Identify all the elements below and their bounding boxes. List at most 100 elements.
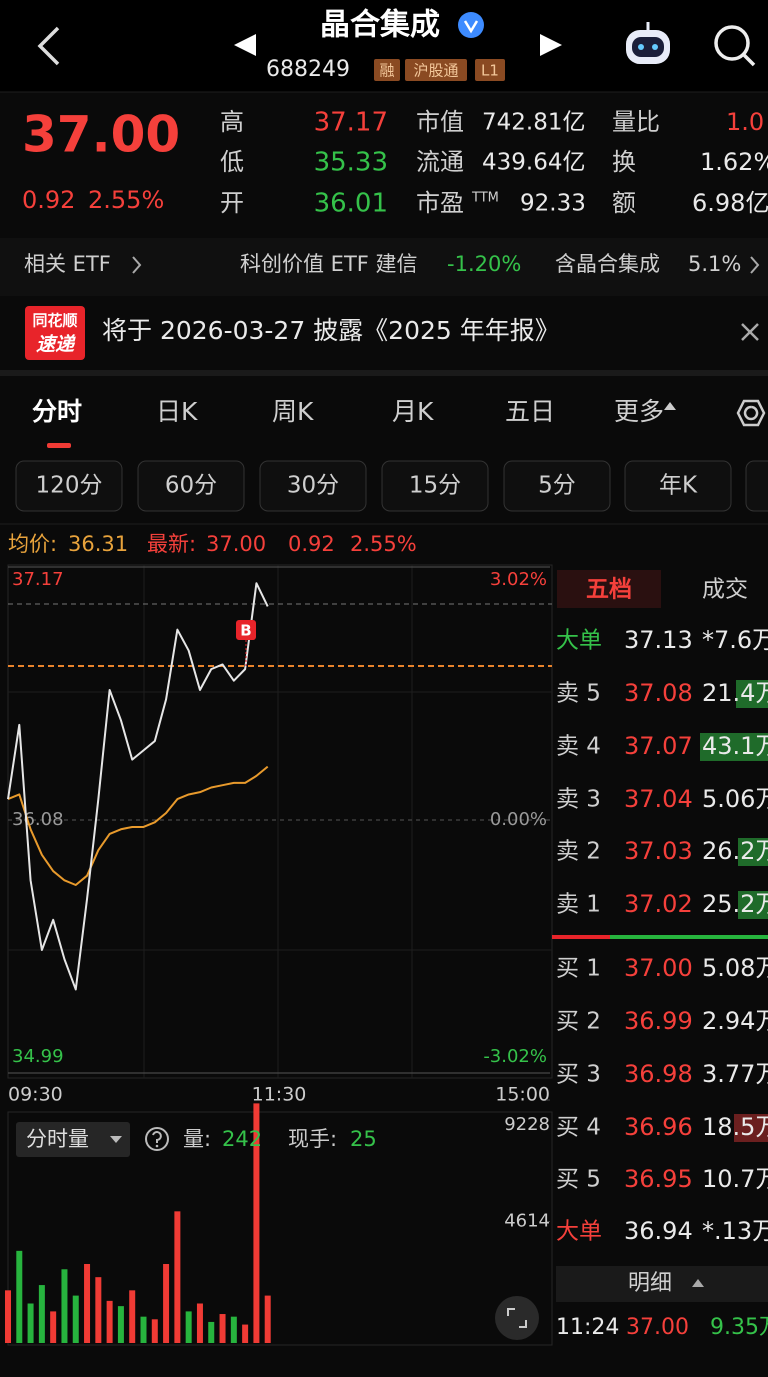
stat-value: 1.0 xyxy=(726,108,764,136)
help-icon[interactable] xyxy=(145,1127,169,1151)
period-button[interactable] xyxy=(381,460,489,512)
detail-time: 11:24 xyxy=(556,1315,619,1340)
book-price: 36.99 xyxy=(624,1007,693,1035)
book-label: 买 1 xyxy=(556,956,601,982)
stat-value: 439.64亿 xyxy=(482,150,585,176)
period-button[interactable] xyxy=(624,460,732,512)
x-tick-label: 11:30 xyxy=(252,1084,307,1106)
book-volume: 5.06万 xyxy=(702,785,768,813)
etf-holding-label: 含晶合集成 xyxy=(555,252,660,276)
prev-stock[interactable] xyxy=(234,34,256,56)
search-icon[interactable] xyxy=(714,25,756,67)
hand-value: 25 xyxy=(350,1127,377,1151)
book-label: 卖 2 xyxy=(556,839,601,865)
tab-underline xyxy=(47,443,71,448)
period-button[interactable] xyxy=(137,460,245,512)
book-label: 大单 xyxy=(556,628,602,654)
x-tick-label: 09:30 xyxy=(8,1084,63,1106)
price-line xyxy=(7,765,269,886)
stat-value: 36.01 xyxy=(314,189,388,219)
back-button[interactable] xyxy=(37,26,60,66)
book-price: 37.02 xyxy=(624,890,693,918)
notice-bg xyxy=(0,296,768,370)
book-volume: 25.2万 xyxy=(702,890,768,918)
info-change: 0.92 xyxy=(288,532,335,556)
volume-bar xyxy=(16,1250,23,1343)
stat-label: 额 xyxy=(612,189,636,217)
book-volume: 3.77万 xyxy=(702,1060,768,1088)
close-notice[interactable] xyxy=(741,323,759,341)
volume-bar xyxy=(61,1269,68,1343)
tab[interactable]: 日K xyxy=(156,397,198,426)
book-label: 卖 3 xyxy=(556,787,601,813)
tag-bg xyxy=(405,59,467,81)
book-label: 买 4 xyxy=(556,1115,601,1141)
tab[interactable]: 周K xyxy=(272,397,314,426)
book-sep-red xyxy=(552,935,610,939)
detail-bg xyxy=(556,1266,768,1302)
next-stock[interactable] xyxy=(540,34,562,56)
volume-tick-label: 4614 xyxy=(504,1211,550,1232)
volume-bar xyxy=(106,1300,113,1343)
avg-value: 36.31 xyxy=(68,532,128,556)
volume-bar xyxy=(264,1295,271,1343)
book-label: 卖 4 xyxy=(556,734,601,760)
volume-label: 量: xyxy=(183,1127,211,1151)
book-sep-green xyxy=(610,935,768,939)
detail-volume: 9.35万 xyxy=(710,1315,768,1340)
detail-price: 37.00 xyxy=(626,1315,689,1340)
volume-highlight xyxy=(700,733,768,761)
stat-label: 量比 xyxy=(612,108,660,136)
fullscreen-button[interactable] xyxy=(495,1296,539,1340)
y-tick-label: 34.99 xyxy=(12,1046,64,1067)
stock-name: 晶合集成 xyxy=(320,8,440,43)
y-tick-label: 37.17 xyxy=(12,569,64,590)
volume-bar xyxy=(208,1321,215,1343)
marker-bg xyxy=(236,620,256,640)
stat-label: 开 xyxy=(220,189,244,217)
volume-bar xyxy=(219,1314,226,1343)
tag: L1 xyxy=(481,62,499,80)
book-price: 36.96 xyxy=(624,1113,693,1141)
book-price: 36.94 xyxy=(624,1217,693,1245)
stat-label: 市值 xyxy=(416,108,464,136)
period-label: 年K xyxy=(659,473,698,499)
tab[interactable]: 更多 xyxy=(614,397,664,426)
stat-value: 92.33 xyxy=(520,191,586,217)
book-price: 37.04 xyxy=(624,785,693,813)
period-button[interactable] xyxy=(745,460,768,512)
book-volume: 43.1万 xyxy=(702,732,768,760)
tab[interactable]: 分时 xyxy=(32,397,82,426)
stock-code: 688249 xyxy=(266,57,350,82)
period-label: 5分 xyxy=(538,473,576,499)
period-label: 120分 xyxy=(36,473,103,499)
volume-bar xyxy=(151,1319,158,1343)
book-price: 36.95 xyxy=(624,1165,693,1193)
stat-label: 高 xyxy=(220,108,244,136)
book-volume: *7.6万 xyxy=(702,626,768,654)
marker-label: B xyxy=(240,622,251,640)
volume-highlight xyxy=(738,891,768,919)
settings-icon[interactable] xyxy=(736,399,766,427)
volume-bar xyxy=(140,1316,147,1343)
robot-icon[interactable] xyxy=(626,22,670,64)
etf-label: 相关 ETF xyxy=(24,252,111,276)
chevron[interactable] xyxy=(750,256,760,274)
tab[interactable]: 五日 xyxy=(505,397,555,426)
stat-value: 742.81亿 xyxy=(482,110,585,136)
info-change-pct: 2.55% xyxy=(350,532,417,556)
period-button[interactable] xyxy=(15,460,123,512)
period-button[interactable] xyxy=(259,460,367,512)
volume-bar xyxy=(117,1306,124,1343)
tab[interactable]: 月K xyxy=(392,397,434,426)
book-label: 买 2 xyxy=(556,1009,601,1035)
volume-bar xyxy=(38,1285,45,1343)
book-price: 37.13 xyxy=(624,626,693,654)
volume-selector[interactable] xyxy=(16,1122,130,1157)
chevron[interactable] xyxy=(132,256,142,274)
volume-highlight xyxy=(738,838,768,866)
notice-logo xyxy=(25,306,85,360)
volume-bar xyxy=(5,1290,11,1343)
period-button[interactable] xyxy=(503,460,611,512)
